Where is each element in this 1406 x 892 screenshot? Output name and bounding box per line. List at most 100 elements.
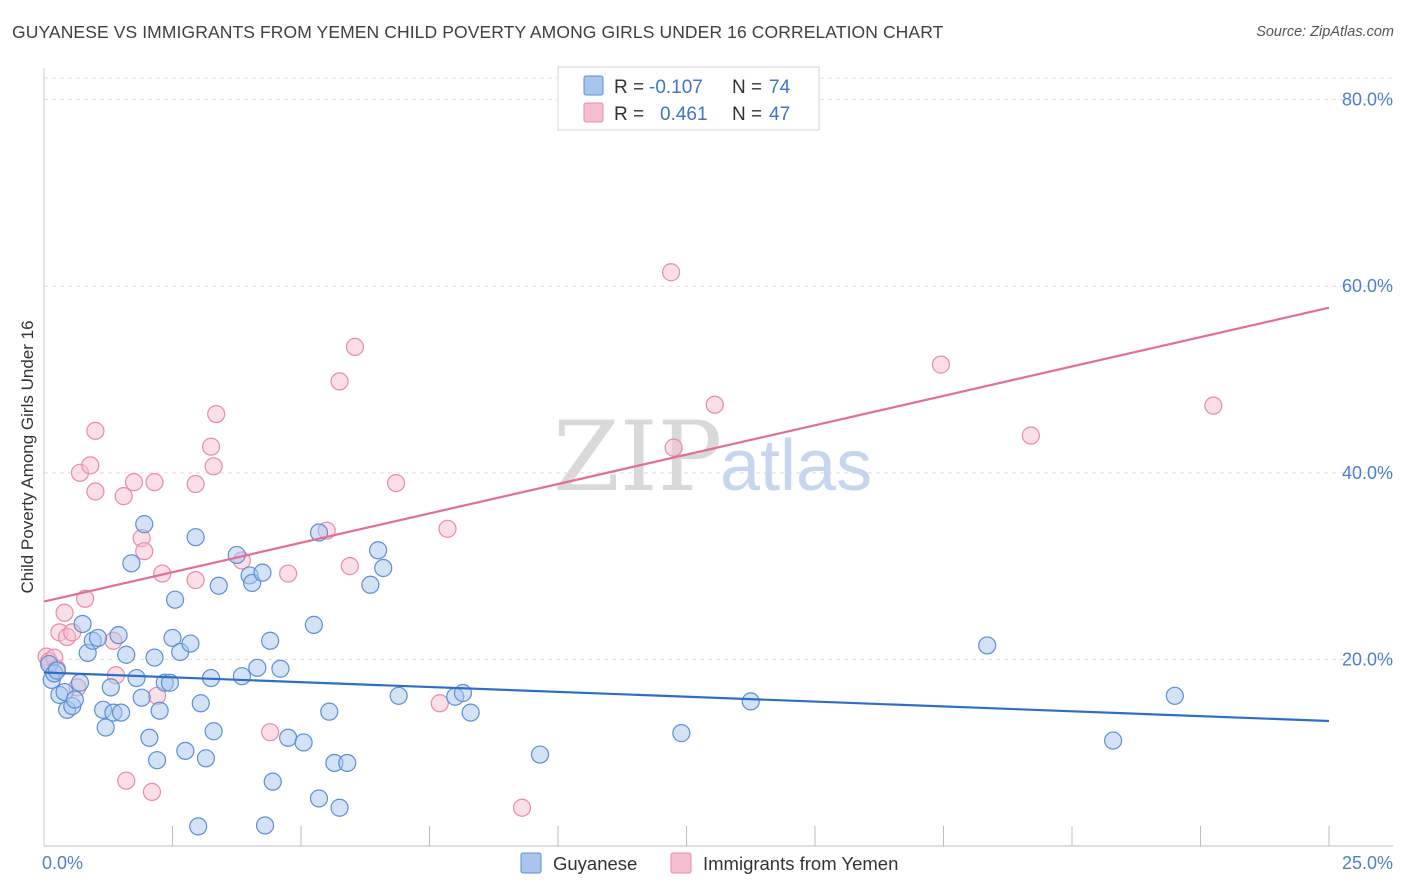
guyanese-point-25 [140,728,159,747]
guyanese-point-19 [111,703,131,722]
guyanese-point-47 [248,658,267,677]
x-minor-ticks [172,826,1330,846]
bottom-legend-label-yemen: Immigrants from Yemen [703,853,898,874]
yemen-point-32 [279,564,298,583]
yemen-point-12 [86,421,105,440]
guyanese-point-68 [461,703,480,722]
y-tick-label-60: 60.0% [1342,276,1393,296]
yemen-trend-line [43,306,1330,603]
yemen-point-11 [81,456,100,475]
guyanese-point-55 [304,615,323,634]
guyanese-point-63 [369,541,388,560]
y-tick-label-40: 40.0% [1342,463,1393,483]
guyanese-point-28 [150,701,169,720]
guyanese-point-13 [88,628,108,648]
yemen-point-10 [76,589,95,608]
legend-swatch-guyanese [583,75,604,96]
yemen-point-26 [186,571,205,590]
guyanese-point-65 [389,686,408,705]
yemen-point-20 [135,542,154,561]
guyanese-point-23 [132,688,151,707]
guyanese-point-49 [255,816,275,835]
bottom-legend-label-guyanese: Guyanese [553,853,637,874]
guyanese-trend-line [43,671,1330,723]
guyanese-point-38 [191,694,210,713]
watermark-zip: ZIP [553,401,722,513]
legend-box: R = -0.107 N = 74 R = 0.461 N = 47 [557,66,820,131]
guyanese-point-35 [181,634,200,653]
yemen-point-35 [340,557,359,576]
legend-r-value-guyanese: -0.107 [649,77,703,98]
guyanese-point-37 [189,817,208,836]
guyanese-point-21 [122,554,141,573]
trend-lines [43,306,1330,723]
guyanese-point-62 [361,575,380,594]
guyanese-point-27 [147,751,167,770]
guyanese-point-18 [109,626,128,645]
yemen-point-22 [145,473,164,492]
guyanese-point-24 [135,515,154,534]
guyanese-point-57 [309,789,329,808]
chart-title: GUYANESE VS IMMIGRANTS FROM YEMEN CHILD … [12,22,944,42]
guyanese-point-9 [70,673,90,692]
guyanese-point-61 [338,753,357,773]
axes [43,68,1393,847]
guyanese-point-20 [117,645,136,664]
guyanese-point-53 [279,728,298,747]
guyanese-point-43 [227,545,246,565]
guyanese-point-74 [1165,686,1184,705]
legend-n-value-yemen: 47 [769,104,790,125]
yemen-point-18 [124,473,144,492]
guyanese-point-36 [186,528,205,547]
yemen-point-41 [661,263,681,282]
guyanese-point-64 [374,558,393,578]
yemen-point-25 [186,474,205,494]
guyanese-point-42 [209,576,228,595]
watermark: ZIP atlas [553,401,872,513]
x-tick-label-0: 0.0% [42,853,83,873]
bottom-legend-swatch-yemen [670,852,692,874]
legend-swatch-yemen [583,102,604,123]
bottom-legend-swatch-guyanese [520,852,542,874]
y-axis-title: Child Poverty Among Girls Under 16 [18,320,37,593]
legend-n-label-yemen: N = [732,104,762,125]
guyanese-point-8 [65,690,84,709]
yemen-point-17 [117,771,136,790]
guyanese-point-31 [163,628,182,648]
yemen-point-29 [207,404,226,424]
yemen-point-39 [438,519,457,538]
legend-r-value-yemen: 0.461 [660,104,708,125]
yemen-point-16 [114,487,133,506]
bottom-legend: Guyanese Immigrants from Yemen [520,852,898,874]
y-tick-labels: 20.0% 40.0% 60.0% 80.0% [1342,90,1393,670]
yemen-point-36 [345,337,365,356]
watermark-atlas: atlas [720,426,872,506]
guyanese-point-71 [741,692,760,711]
yemen-point-34 [330,372,349,391]
guyanese-point-16 [101,678,120,697]
guyanese-point-26 [145,648,164,667]
guyanese-point-54 [294,733,313,752]
y-tick-label-80: 80.0% [1342,90,1393,110]
guyanese-point-39 [196,749,216,768]
guyanese-point-60 [330,798,349,817]
yemen-point-28 [204,457,223,476]
guyanese-point-70 [672,724,691,743]
x-tick-labels: 0.0% 25.0% [42,853,1393,873]
guyanese-point-3 [47,661,66,680]
guyanese-point-73 [1104,731,1123,750]
guyanese-point-15 [96,718,115,737]
guyanese-point-52 [271,659,290,678]
yemen-point-44 [931,355,951,374]
legend-n-value-guyanese: 74 [769,77,791,98]
guyanese-point-72 [978,636,997,655]
guyanese-point-69 [530,745,550,764]
guyanese-point-44 [232,667,251,686]
guyanese-point-41 [204,722,223,741]
yemen-point-38 [430,694,449,713]
guyanese-point-34 [176,741,195,760]
guyanese-point-50 [261,631,280,650]
yemen-point-46 [1204,396,1223,415]
yemen-point-43 [705,395,724,414]
